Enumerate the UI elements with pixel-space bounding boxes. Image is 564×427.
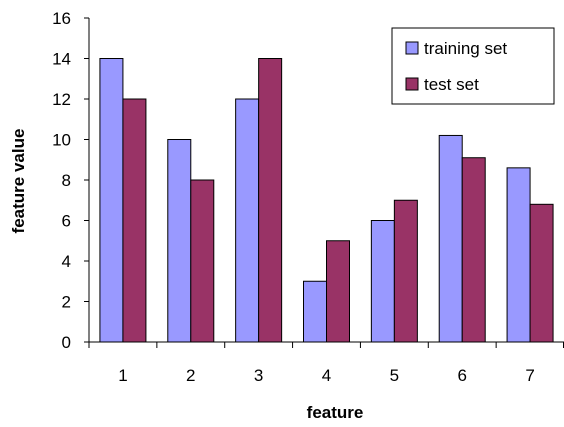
bar-test-set-3 bbox=[258, 58, 283, 343]
bar-test-set-6 bbox=[461, 157, 486, 343]
y-tick-label: 0 bbox=[62, 333, 71, 352]
y-tick-label: 14 bbox=[52, 50, 71, 69]
bar-training-set-6 bbox=[438, 134, 463, 343]
x-tick-label: 2 bbox=[186, 366, 195, 385]
y-tick-label: 2 bbox=[62, 293, 71, 312]
bars-layer bbox=[99, 58, 554, 343]
bar-test-set-7 bbox=[529, 203, 554, 343]
x-tick-label: 3 bbox=[254, 366, 263, 385]
y-tick-label: 8 bbox=[62, 171, 71, 190]
x-tick-label: 5 bbox=[390, 366, 399, 385]
bar-training-set-5 bbox=[370, 220, 395, 343]
x-tick-label: 6 bbox=[457, 366, 466, 385]
bar-training-set-3 bbox=[235, 98, 260, 343]
x-axis-title: feature bbox=[307, 403, 364, 422]
x-tick-label: 1 bbox=[118, 366, 127, 385]
x-tick-label: 4 bbox=[322, 366, 331, 385]
y-tick-label: 4 bbox=[62, 252, 71, 271]
bar-training-set-4 bbox=[303, 280, 327, 343]
bar-training-set-2 bbox=[167, 139, 192, 343]
bar-training-set-7 bbox=[506, 167, 531, 343]
legend-label-test-set: test set bbox=[424, 75, 479, 94]
bar-test-set-2 bbox=[190, 179, 215, 343]
bar-test-set-1 bbox=[122, 98, 147, 343]
legend-swatch-training-set bbox=[405, 41, 419, 55]
legend: training set test set bbox=[391, 27, 555, 105]
y-tick-label: 12 bbox=[52, 90, 71, 109]
legend-swatch-test-set bbox=[405, 77, 419, 91]
y-tick-label: 6 bbox=[62, 212, 71, 231]
legend-label-training-set: training set bbox=[424, 39, 507, 58]
legend-border bbox=[391, 27, 555, 105]
y-tick-label: 10 bbox=[52, 131, 71, 150]
y-axis-title: feature value bbox=[9, 129, 28, 234]
y-tick-label: 16 bbox=[52, 9, 71, 28]
bar-test-set-4 bbox=[326, 240, 350, 343]
bar-test-set-5 bbox=[393, 199, 418, 343]
bar-training-set-1 bbox=[99, 58, 124, 343]
x-tick-label: 7 bbox=[525, 366, 534, 385]
